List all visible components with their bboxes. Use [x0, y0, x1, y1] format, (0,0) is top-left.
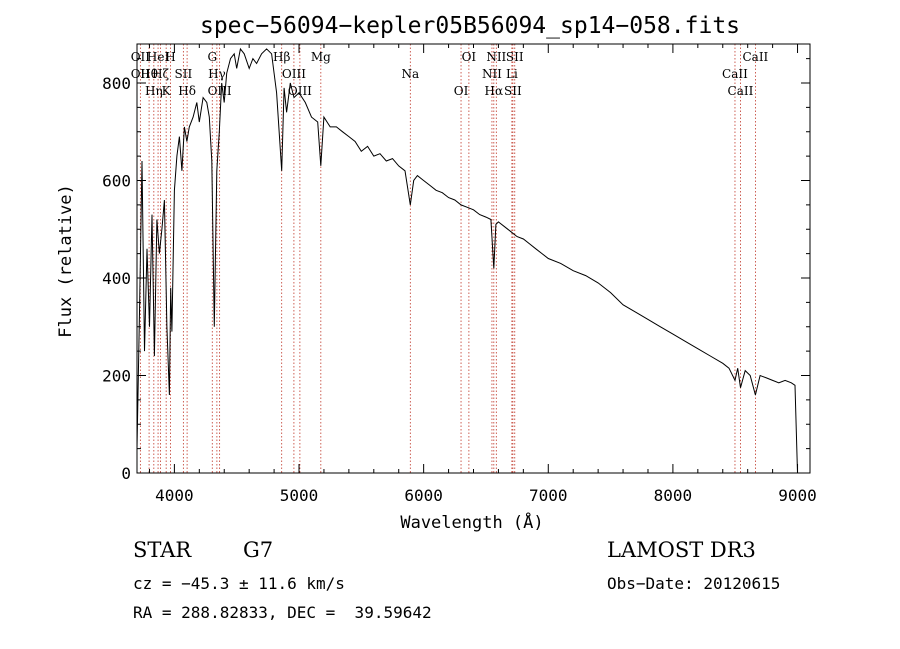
- spectral-line-label: SII: [175, 67, 193, 81]
- survey-name: LAMOST DR3: [607, 538, 756, 562]
- x-axis-label: Wavelength (Å): [400, 511, 543, 533]
- spectral-line-label: CaII: [728, 84, 754, 98]
- spectral-line-label: OIII: [282, 67, 306, 81]
- x-tick-label: 6000: [404, 486, 443, 505]
- x-axis-ticks: 4000 5000 6000 7000 8000 9000: [148, 44, 817, 505]
- spectral-line-label: HeI: [147, 50, 170, 64]
- object-subclass: G7: [243, 538, 274, 562]
- spectral-line-label: Hγ: [208, 67, 226, 81]
- y-tick-label: 200: [102, 367, 131, 386]
- spectral-line-label: Hδ: [178, 84, 196, 98]
- spectral-line-label: Hη: [145, 84, 163, 98]
- spectral-line-label: Hβ: [273, 50, 290, 64]
- y-axis-ticks: 0 200 400 600 800: [102, 58, 810, 483]
- spectral-line-label: OII: [131, 67, 151, 81]
- spectral-line-label: OII: [131, 50, 151, 64]
- x-tick-label: 9000: [778, 486, 817, 505]
- spectral-line-label: G: [207, 50, 217, 64]
- spectral-line-label: K: [162, 84, 172, 98]
- spectral-line-label: NII: [482, 67, 502, 81]
- spectral-line-label: H: [165, 50, 175, 64]
- coordinates: RA = 288.82833, DEC = 39.59642: [133, 603, 432, 622]
- spectrum-line: [136, 47, 798, 474]
- x-tick-label: 8000: [654, 486, 693, 505]
- observation-date: Obs−Date: 20120615: [607, 574, 781, 593]
- x-tick-label: 5000: [280, 486, 319, 505]
- spectral-line-label: OI: [462, 50, 477, 64]
- spectral-line-label: OI: [454, 84, 469, 98]
- y-axis-label: Flux (relative): [56, 184, 76, 338]
- spectral-line-label: Li: [506, 67, 518, 81]
- redshift-velocity: cz = −45.3 ± 11.6 km/s: [133, 574, 345, 593]
- plot-frame: [136, 43, 811, 474]
- spectral-line-label: SII: [506, 50, 524, 64]
- spectral-line-markers: [139, 44, 756, 473]
- spectral-line-label: OIII: [288, 84, 312, 98]
- spectral-line-label: CaII: [742, 50, 768, 64]
- y-tick-label: 600: [102, 172, 131, 191]
- spectral-line-label: Na: [401, 67, 419, 81]
- spectral-line-label: CaII: [722, 67, 748, 81]
- spectral-line-label: NII: [486, 50, 506, 64]
- spectral-line-label: Hθ: [140, 67, 158, 81]
- y-tick-label: 800: [102, 74, 131, 93]
- spectral-line-labels: OIIOIIHθHηHeIHζKHSIIHδGHγOIIIHβOIIIOIIIM…: [131, 50, 769, 98]
- x-tick-label: 7000: [529, 486, 568, 505]
- spectral-line-label: Hζ: [152, 67, 169, 81]
- y-tick-label: 0: [121, 464, 131, 483]
- spectral-line-label: Hα: [485, 84, 504, 98]
- object-class: STAR: [133, 538, 192, 562]
- spectral-line-label: SII: [504, 84, 522, 98]
- spectral-line-label: Mg: [311, 50, 331, 64]
- chart-title: spec−56094−kepler05B56094_sp14−058.fits: [200, 13, 740, 39]
- spectral-line-label: OIII: [208, 84, 232, 98]
- x-tick-label: 4000: [155, 486, 194, 505]
- y-tick-label: 400: [102, 269, 131, 288]
